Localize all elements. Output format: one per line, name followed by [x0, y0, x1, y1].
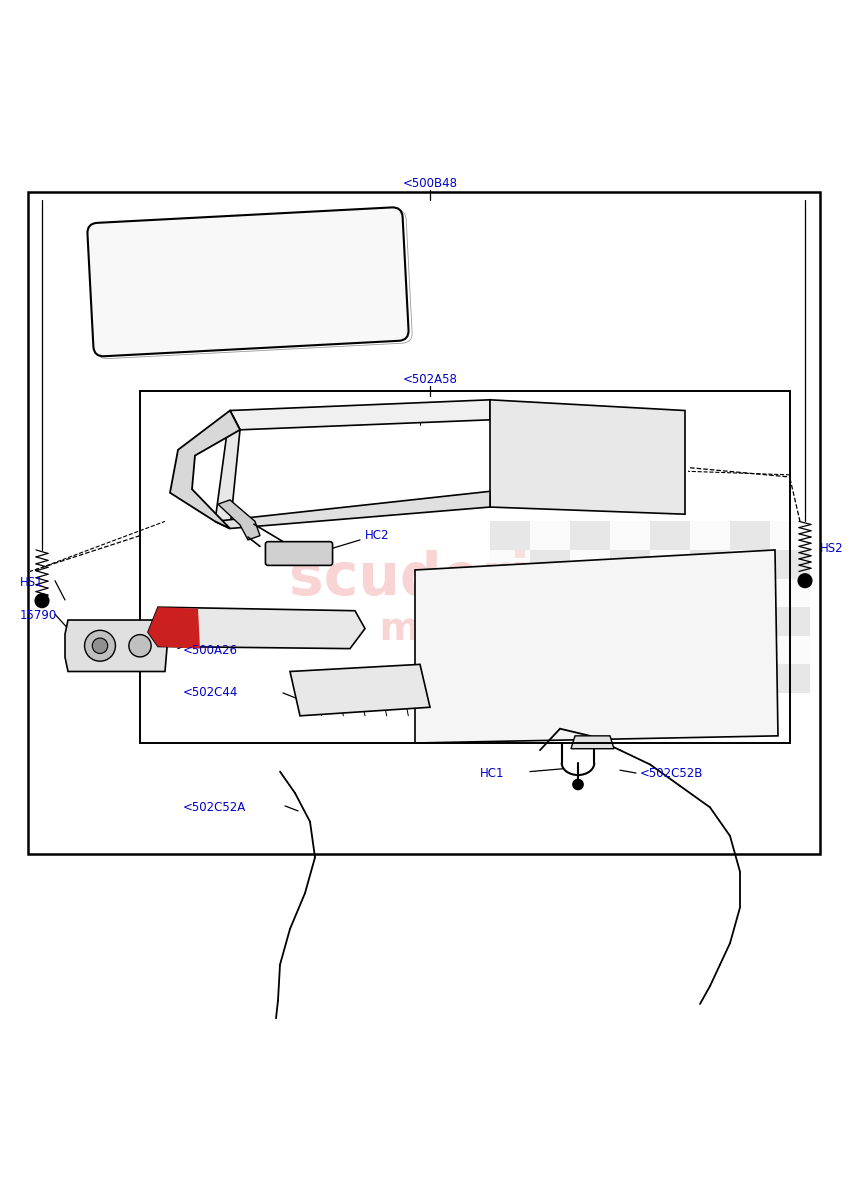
Bar	[770, 550, 810, 578]
Bar	[610, 521, 650, 550]
Bar	[690, 607, 730, 636]
Bar	[570, 521, 610, 550]
Polygon shape	[230, 400, 490, 430]
Polygon shape	[490, 400, 685, 514]
Bar	[610, 550, 650, 578]
Polygon shape	[215, 410, 240, 528]
Bar	[730, 607, 770, 636]
Polygon shape	[571, 736, 614, 749]
Bar	[570, 665, 610, 692]
Polygon shape	[65, 620, 168, 672]
Text: <500A26: <500A26	[183, 643, 238, 656]
Bar	[770, 665, 810, 692]
Bar	[730, 665, 770, 692]
Circle shape	[129, 635, 151, 656]
Bar	[610, 636, 650, 665]
Text: 15790: 15790	[20, 610, 57, 623]
Bar	[770, 607, 810, 636]
Polygon shape	[148, 607, 365, 649]
Bar	[650, 636, 690, 665]
Bar	[530, 636, 570, 665]
Bar	[690, 521, 730, 550]
Bar	[690, 550, 730, 578]
Polygon shape	[215, 491, 490, 528]
Bar	[650, 607, 690, 636]
Bar	[570, 578, 610, 607]
FancyBboxPatch shape	[265, 541, 333, 565]
Bar	[490, 521, 530, 550]
Bar	[490, 550, 530, 578]
Bar	[28, 192, 820, 854]
Bar	[770, 521, 810, 550]
Bar	[530, 607, 570, 636]
Bar	[530, 550, 570, 578]
Circle shape	[35, 594, 49, 607]
Bar	[690, 665, 730, 692]
Polygon shape	[148, 607, 200, 649]
Bar	[610, 578, 650, 607]
Text: scuderia: scuderia	[289, 550, 569, 607]
Text: <500B48: <500B48	[402, 178, 457, 191]
Bar	[650, 550, 690, 578]
Bar	[650, 578, 690, 607]
Bar	[570, 607, 610, 636]
Text: <502A58: <502A58	[402, 373, 457, 386]
Polygon shape	[218, 500, 260, 540]
Bar	[530, 521, 570, 550]
Bar	[730, 578, 770, 607]
Bar	[490, 636, 530, 665]
Bar	[730, 550, 770, 578]
Polygon shape	[170, 410, 240, 528]
Polygon shape	[290, 665, 430, 716]
Circle shape	[798, 574, 812, 588]
Bar	[530, 665, 570, 692]
Bar	[730, 636, 770, 665]
Text: r  e  m  a  p  s: r e m a p s	[280, 610, 578, 648]
Bar	[650, 665, 690, 692]
Text: HS1: HS1	[20, 576, 44, 589]
Bar	[730, 521, 770, 550]
Circle shape	[93, 638, 108, 654]
Bar	[650, 521, 690, 550]
Text: HC1: HC1	[480, 767, 505, 780]
Bar	[140, 391, 790, 743]
Bar	[490, 607, 530, 636]
Circle shape	[85, 630, 116, 661]
Bar	[690, 578, 730, 607]
Text: HS2: HS2	[820, 542, 843, 556]
Bar	[570, 550, 610, 578]
Polygon shape	[415, 550, 778, 743]
Bar	[690, 636, 730, 665]
Bar	[770, 578, 810, 607]
Bar	[770, 636, 810, 665]
FancyBboxPatch shape	[88, 208, 408, 356]
Circle shape	[573, 779, 583, 790]
Text: <502C52B: <502C52B	[640, 767, 704, 780]
Bar	[610, 607, 650, 636]
Bar	[570, 636, 610, 665]
Text: <502C44: <502C44	[183, 686, 239, 700]
Text: <502C52A: <502C52A	[183, 800, 246, 814]
Bar	[490, 578, 530, 607]
Text: HC2: HC2	[365, 529, 390, 542]
Bar	[490, 665, 530, 692]
Bar	[530, 578, 570, 607]
Bar	[610, 665, 650, 692]
